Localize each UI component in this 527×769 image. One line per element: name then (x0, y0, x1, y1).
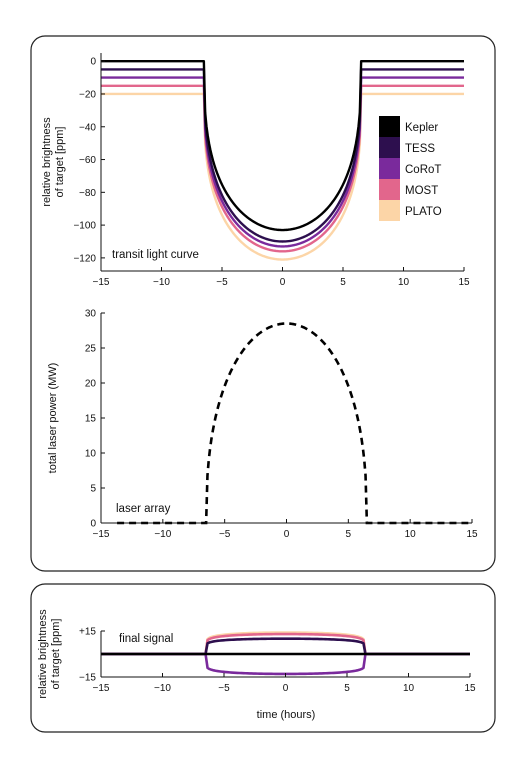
transit-y-tick-label: −120 (73, 253, 96, 264)
transit-y-tick-label: −40 (79, 122, 96, 133)
final-x-tick-label: 5 (344, 683, 350, 694)
legend-swatch-kepler (379, 116, 400, 137)
final-annotation: final signal (119, 633, 173, 645)
transit-x-tick-label: 10 (398, 277, 410, 288)
transit-y-tick-label: −100 (73, 221, 96, 232)
transit-legend: Kepler TESS CoRoT MOST PLATO (379, 116, 442, 221)
transit-x-tick-label: 5 (340, 277, 346, 288)
final-x-tick-label: −10 (154, 683, 171, 694)
laser-x-tick-label: 0 (284, 529, 290, 540)
transit-axes: −15 −10 −5 0 5 10 15 0 −20 −40 −60 −80 −100 −120 (73, 53, 470, 288)
legend-label-kepler: Kepler (405, 122, 438, 134)
final-ylabel-line2: of target [ppm] (50, 619, 62, 690)
final-x-tick-label: −5 (218, 683, 230, 694)
laser-y-tick-label: 20 (85, 379, 97, 390)
final-x-tick-label: 0 (283, 683, 289, 694)
final-x-tick-label: 15 (464, 683, 476, 694)
final-x-tick-label: 10 (403, 683, 415, 694)
final-x-tick-label: −15 (93, 683, 110, 694)
bottom-panel-frame (30, 583, 496, 733)
laser-x-tick-label: 5 (346, 529, 352, 540)
laser-x-tick-label: 10 (405, 529, 417, 540)
transit-series-group (101, 60, 464, 261)
laser-y-tick-label: 10 (85, 449, 97, 460)
laser-power-curve (117, 322, 469, 525)
laser-x-tick-label: 15 (466, 529, 478, 540)
legend-swatch-tess (379, 137, 400, 158)
legend-label-corot: CoRoT (405, 164, 441, 176)
laser-y-tick-label: 15 (85, 414, 97, 425)
transit-curve-kepler (101, 60, 464, 232)
transit-chart: −15 −10 −5 0 5 10 15 0 −20 −40 −60 −80 −100 −120 rela… (41, 53, 470, 288)
legend-swatch-corot (379, 158, 400, 179)
legend-swatch-plato (379, 200, 400, 221)
laser-x-tick-label: −5 (219, 529, 231, 540)
transit-y-tick-label: −80 (79, 188, 96, 199)
final-y-tick-label: +15 (79, 627, 96, 638)
legend-label-plato: PLATO (405, 206, 442, 218)
transit-ylabel-line2: of target [ppm] (54, 127, 66, 198)
laser-y-tick-label: 0 (90, 519, 96, 530)
transit-y-tick-label: −20 (79, 89, 96, 100)
transit-y-tick-label: −60 (79, 155, 96, 166)
transit-curve-tess (101, 68, 464, 243)
final-xlabel: time (hours) (257, 709, 316, 721)
laser-series-group (117, 322, 469, 525)
laser-axes: −15 −10 −5 0 5 10 15 30 25 20 15 10 5 0 (85, 309, 478, 541)
transit-x-tick-label: 15 (458, 277, 470, 288)
transit-curve-corot (101, 76, 464, 248)
transit-curve-most (101, 84, 464, 253)
laser-ylabel: total laser power (MW) (47, 363, 59, 474)
laser-x-tick-label: −15 (93, 529, 110, 540)
final-signal-curve-1 (101, 632, 470, 656)
transit-y-tick-label: 0 (90, 57, 96, 68)
transit-x-tick-label: −5 (216, 277, 228, 288)
final-signal-chart: −15 −10 −5 0 5 10 15 +15 −15 relative brightness… (37, 609, 476, 721)
final-signal-curve-2 (101, 637, 470, 656)
laser-y-tick-label: 30 (85, 309, 97, 320)
legend-label-tess: TESS (405, 143, 435, 155)
final-y-tick-label: −15 (79, 673, 96, 684)
top-panel-frame (30, 35, 496, 572)
final-ylabel-line1: relative brightness (37, 609, 49, 699)
laser-annotation: laser array (116, 503, 171, 515)
transit-x-tick-label: −15 (93, 277, 110, 288)
transit-x-tick-label: −10 (153, 277, 170, 288)
laser-x-tick-label: −10 (154, 529, 171, 540)
laser-y-tick-label: 25 (85, 344, 97, 355)
final-signal-curve-0 (101, 631, 470, 656)
transit-ylabel-line1: relative brightness (41, 117, 53, 207)
transit-x-tick-label: 0 (280, 277, 286, 288)
final-axes: −15 −10 −5 0 5 10 15 +15 −15 (79, 627, 476, 695)
legend-label-most: MOST (405, 185, 438, 197)
legend-swatch-most (379, 179, 400, 200)
laser-y-tick-label: 5 (90, 484, 96, 495)
transit-curve-plato (101, 92, 464, 261)
final-signal-curve-3 (101, 652, 470, 676)
laser-chart: −15 −10 −5 0 5 10 15 30 25 20 15 10 5 0 total laser p… (47, 309, 478, 541)
transit-annotation: transit light curve (112, 249, 199, 261)
